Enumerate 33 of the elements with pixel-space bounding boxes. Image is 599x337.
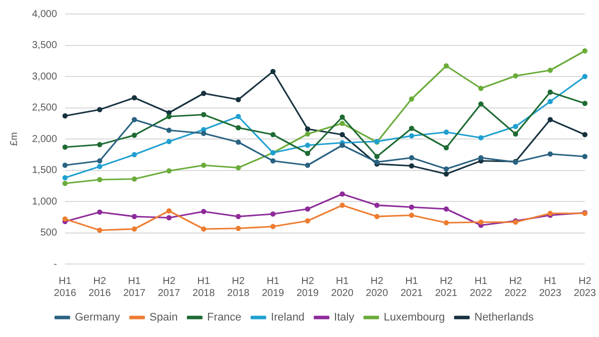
legend-label: Ireland bbox=[270, 312, 305, 324]
legend-label: France bbox=[207, 312, 242, 324]
x-tick-label: H1 2020 bbox=[331, 276, 354, 299]
y-tick-label: 2,500 bbox=[32, 102, 58, 114]
x-tick-label: H2 2021 bbox=[435, 276, 458, 299]
y-tick-label: 3,000 bbox=[32, 71, 58, 82]
y-tick-label: 4,000 bbox=[32, 8, 58, 20]
x-tick-label: H2 2022 bbox=[504, 276, 528, 299]
y-tick-label: 2,000 bbox=[32, 134, 58, 145]
x-tick-label: H1 2022 bbox=[470, 276, 492, 299]
y-axis-title: £m bbox=[8, 132, 20, 146]
y-tick-label: 1,500 bbox=[32, 165, 58, 176]
x-tick-label: H1 2019 bbox=[262, 276, 285, 299]
x-tick-label: H1 2017 bbox=[123, 276, 146, 299]
y-tick-label: 500 bbox=[40, 228, 58, 238]
x-tick-label: H1 2018 bbox=[192, 276, 216, 299]
y-tick-label: 3,500 bbox=[32, 40, 58, 51]
x-tick-label: H2 2017 bbox=[158, 276, 181, 299]
y-tick-label: - bbox=[54, 258, 58, 270]
legend-label: Netherlands bbox=[474, 312, 534, 324]
x-tick-label: H2 2018 bbox=[227, 276, 250, 299]
x-tick-label: H1 2023 bbox=[539, 276, 562, 299]
legend-label: Spain bbox=[150, 312, 178, 324]
x-tick-label: H2 2023 bbox=[574, 276, 596, 299]
legend-label: Germany bbox=[74, 312, 121, 324]
x-tick-label: H1 2016 bbox=[54, 276, 77, 299]
legend-label: Italy bbox=[334, 312, 355, 324]
x-tick-label: H1 2021 bbox=[400, 276, 424, 299]
x-tick-label: H2 2016 bbox=[88, 276, 112, 299]
x-tick-label: H2 2019 bbox=[296, 276, 320, 299]
y-tick-label: 1,000 bbox=[32, 196, 58, 208]
x-tick-label: H2 2020 bbox=[366, 276, 388, 299]
legend-label: Luxembourg bbox=[384, 312, 445, 324]
